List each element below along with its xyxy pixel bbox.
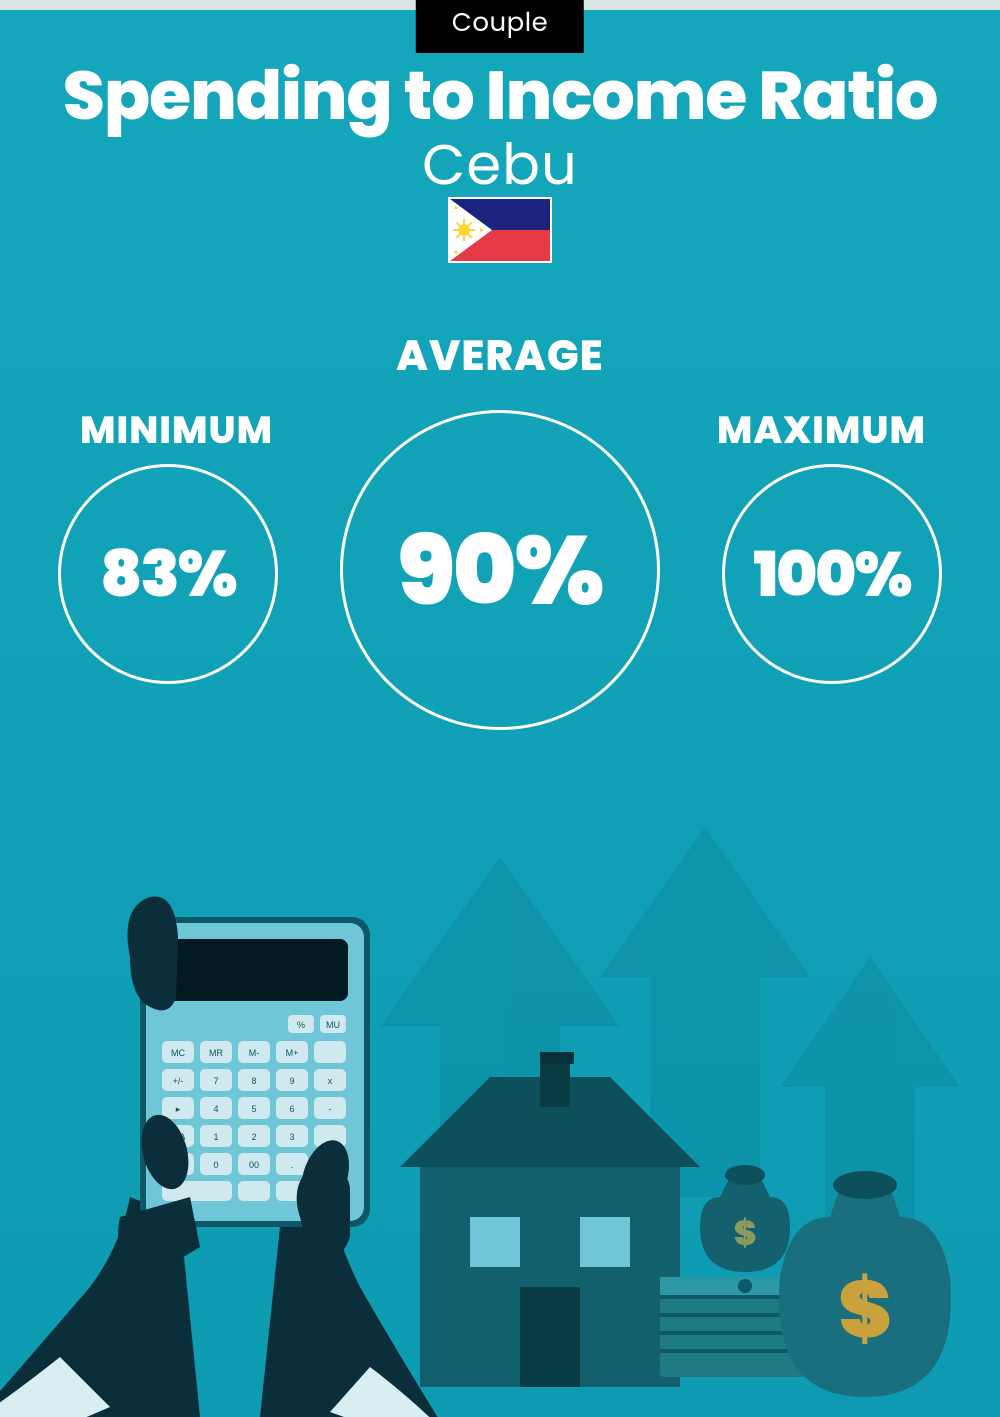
average-label: AVERAGE [0, 324, 1000, 387]
svg-text:M-: M- [249, 1048, 260, 1058]
svg-text:4: 4 [213, 1104, 218, 1114]
svg-text:MR: MR [209, 1048, 223, 1058]
minimum-label: MINIMUM [80, 402, 273, 459]
svg-text:1: 1 [213, 1132, 218, 1142]
location-subtitle: Cebu [0, 122, 1000, 207]
maximum-circle: 100% [722, 464, 942, 684]
svg-text:x: x [328, 1076, 333, 1086]
infographic-page: Couple Spending to Income Ratio Cebu MIN… [0, 0, 1000, 1417]
svg-text:3: 3 [289, 1132, 294, 1142]
svg-text:7: 7 [213, 1076, 218, 1086]
svg-text:+/-: +/- [173, 1076, 184, 1086]
average-circle: 90% [340, 410, 660, 730]
average-value: 90% [398, 498, 603, 643]
maximum-value: 100% [754, 528, 911, 621]
svg-text:8: 8 [251, 1076, 256, 1086]
svg-text:▸: ▸ [176, 1104, 181, 1114]
svg-text:00: 00 [249, 1160, 259, 1170]
maximum-label: MAXIMUM [717, 402, 926, 459]
stats-row: MINIMUM 83% AVERAGE 90% MAXIMUM 100% [0, 320, 1000, 740]
svg-text:M+: M+ [286, 1048, 299, 1058]
svg-text:9: 9 [289, 1076, 294, 1086]
svg-text:6: 6 [289, 1104, 294, 1114]
svg-text:-: - [329, 1104, 332, 1114]
flag-icon [448, 197, 552, 263]
svg-text:5: 5 [251, 1104, 256, 1114]
money-bag-large-icon: $ [779, 1171, 951, 1397]
svg-text:MC: MC [171, 1048, 185, 1058]
svg-text:MU: MU [326, 1020, 340, 1030]
bottom-illustration: $ $ [0, 797, 1000, 1417]
minimum-circle: 83% [58, 464, 278, 684]
hands-calculator-icon: %MU MCMRM-M+ +/-789x ▸456- C/A123 000. [0, 897, 450, 1417]
svg-text:$: $ [838, 1253, 891, 1365]
svg-text:%: % [297, 1020, 305, 1030]
svg-text:2: 2 [251, 1132, 256, 1142]
svg-text:0: 0 [213, 1160, 218, 1170]
svg-text:$: $ [734, 1209, 757, 1257]
minimum-value: 83% [100, 527, 235, 622]
svg-text:.: . [291, 1160, 294, 1170]
